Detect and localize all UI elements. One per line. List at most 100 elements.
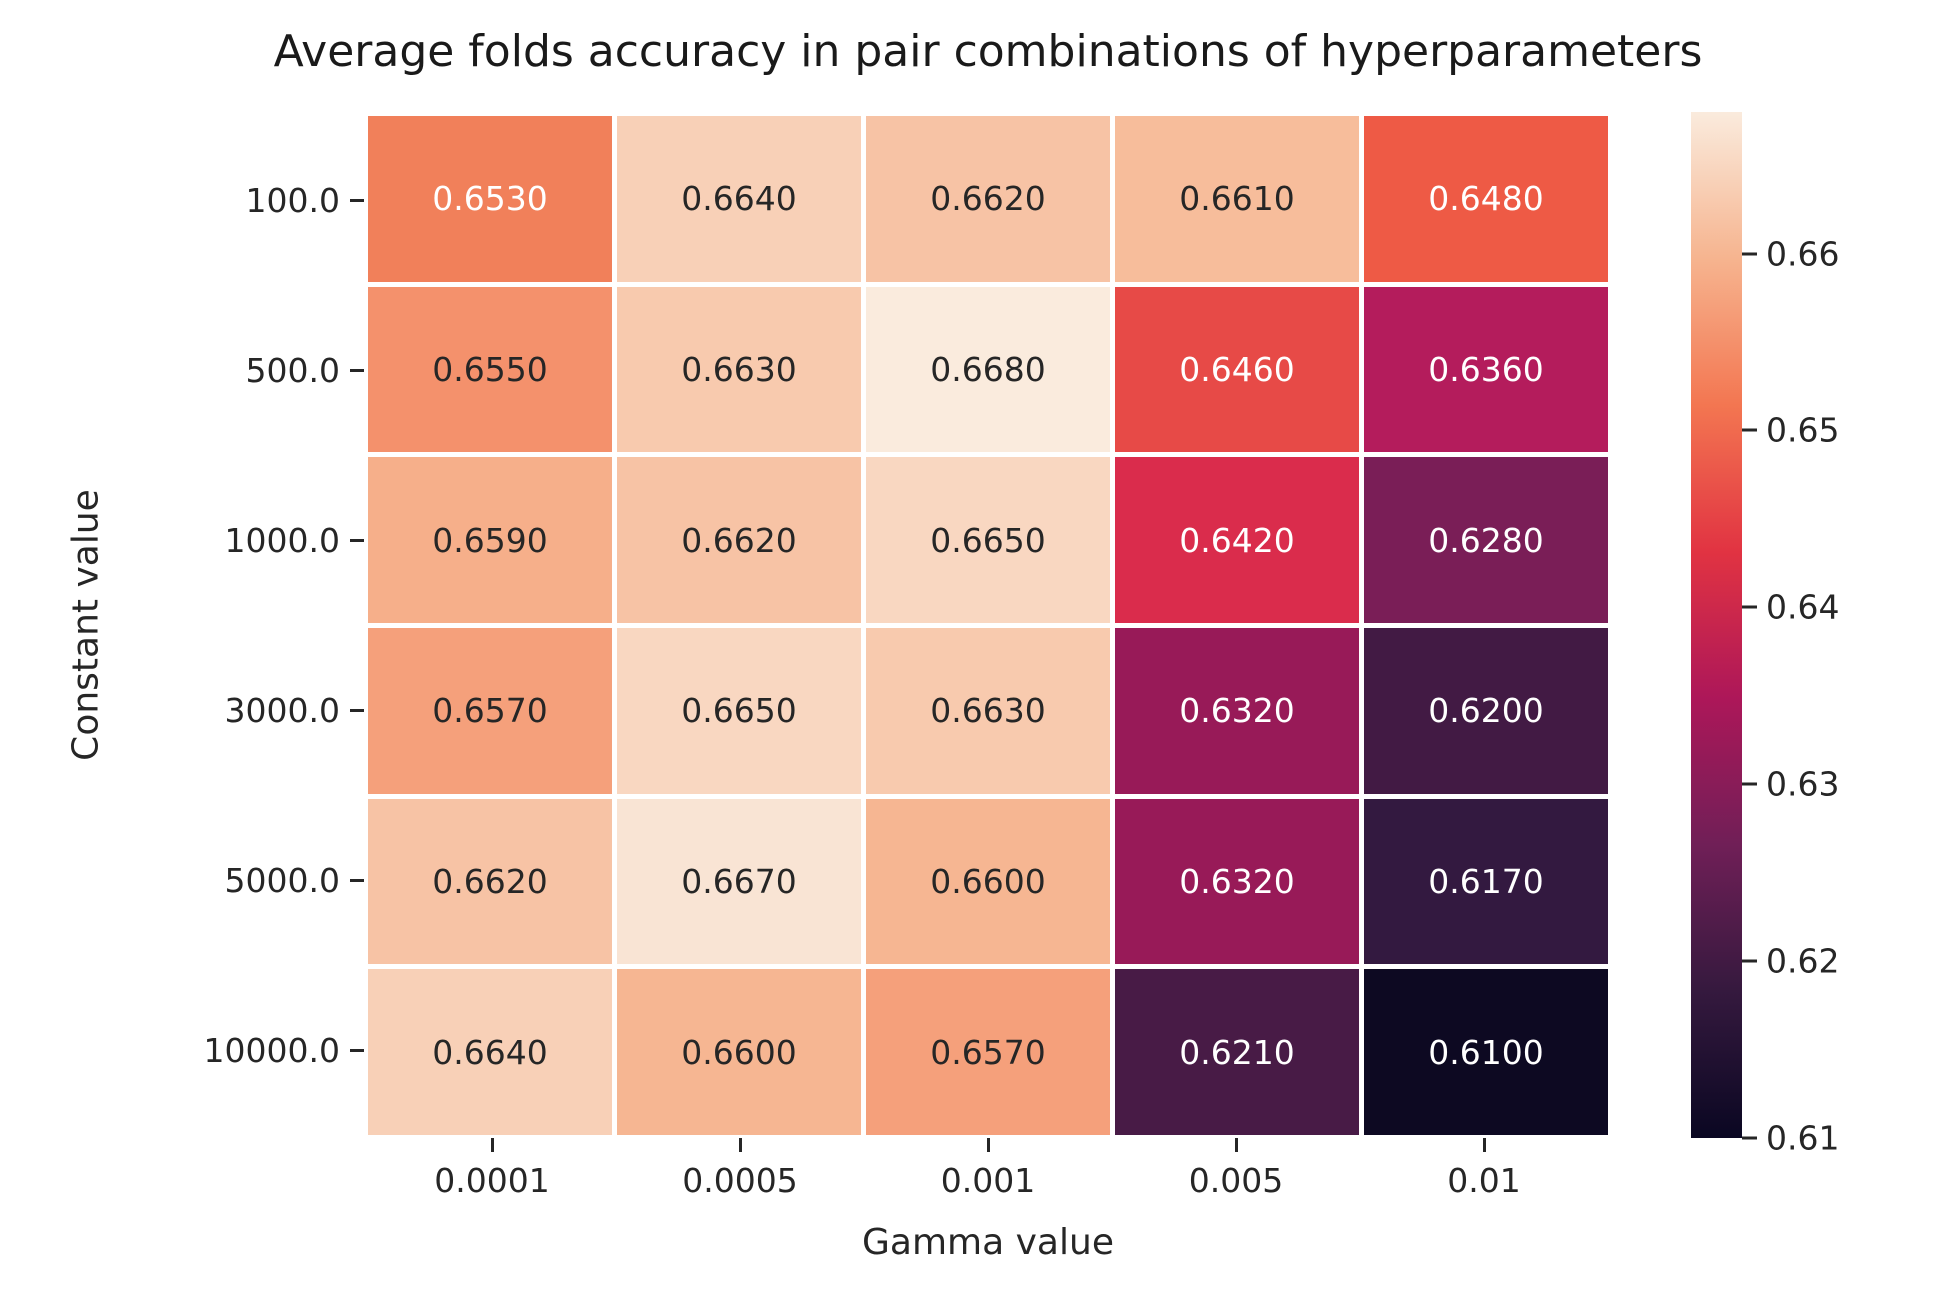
heatmap-cell: 0.6100 [1364,969,1608,1135]
y-tick: 10000.0 [0,965,364,1135]
heatmap-cell: 0.6360 [1364,286,1608,453]
colorbar-tick-label: 0.66 [1766,234,1840,274]
colorbar-tick-mark [1742,605,1757,609]
colorbar-tick: 0.64 [1742,588,1839,627]
colorbar-tick: 0.63 [1742,765,1839,804]
heatmap-cell: 0.6590 [368,457,612,623]
y-tick-mark [350,369,364,373]
cell-value: 0.6620 [930,179,1046,219]
cell-value: 0.6620 [681,520,797,560]
heatmap-cell: 0.6570 [866,969,1110,1135]
heatmap-cell: 0.6620 [368,798,612,965]
colorbar-tick-label: 0.61 [1766,1118,1840,1158]
colorbar-tick-label: 0.64 [1766,587,1840,627]
y-tick-label: 10000.0 [203,1030,340,1070]
cell-value: 0.6360 [1428,349,1544,389]
y-tick-label: 1000.0 [224,521,340,561]
x-tick: 0.0005 [616,1138,864,1200]
heatmap-cell: 0.6480 [1364,116,1608,282]
cell-value: 0.6420 [1179,520,1295,560]
x-tick-label: 0.0005 [682,1161,798,1200]
cell-value: 0.6650 [930,520,1046,560]
x-tick: 0.001 [864,1138,1112,1200]
y-tick-mark [350,199,364,203]
x-tick: 0.01 [1360,1138,1608,1200]
cell-value: 0.6570 [432,691,548,731]
x-tick-label: 0.0001 [434,1161,550,1200]
heatmap-cell: 0.6650 [617,628,861,794]
heatmap-grid: 0.6530 0.6640 0.6620 0.6610 0.6480 0.6550 0.66… [368,116,1608,1135]
cell-value: 0.6570 [930,1032,1046,1072]
colorbar-tick: 0.65 [1742,411,1839,450]
y-tick-mark [350,708,364,712]
heatmap-cell: 0.6670 [617,798,861,965]
heatmap-cell: 0.6650 [866,457,1110,623]
cell-value: 0.6630 [930,691,1046,731]
cell-value: 0.6200 [1428,691,1544,731]
heatmap-cell: 0.6640 [617,116,861,282]
x-tick-mark [986,1138,990,1152]
cell-value: 0.6630 [681,349,797,389]
colorbar-tick-mark [1742,782,1757,786]
x-tick-label: 0.005 [1188,1161,1284,1200]
x-tick-label: 0.01 [1447,1161,1521,1200]
colorbar-tick-mark [1742,959,1757,963]
cell-value: 0.6320 [1179,691,1295,731]
cell-value: 0.6610 [1179,179,1295,219]
heatmap-cell: 0.6460 [1115,286,1359,453]
cell-value: 0.6600 [930,861,1046,901]
cell-value: 0.6550 [432,349,548,389]
y-tick-label: 100.0 [245,181,340,221]
cell-value: 0.6460 [1179,349,1295,389]
heatmap-cell: 0.6600 [866,798,1110,965]
heatmap-cell: 0.6320 [1115,798,1359,965]
heatmap-cell: 0.6550 [368,286,612,453]
cell-value: 0.6480 [1428,179,1544,219]
cell-value: 0.6100 [1428,1032,1544,1072]
y-tick-mark [350,539,364,543]
heatmap-cell: 0.6630 [617,286,861,453]
cell-value: 0.6280 [1428,520,1544,560]
colorbar-tick: 0.66 [1742,234,1839,273]
colorbar-tick-mark [1742,1136,1757,1140]
y-tick: 3000.0 [0,625,364,795]
y-axis-ticks: 100.0 500.0 1000.0 3000.0 5000.0 10000.0 [0,116,364,1135]
cell-value: 0.6680 [930,349,1046,389]
colorbar-gradient [1691,112,1742,1138]
heatmap-cell: 0.6620 [866,116,1110,282]
y-tick: 5000.0 [0,795,364,965]
heatmap-cell: 0.6320 [1115,628,1359,794]
colorbar-tick-label: 0.65 [1766,410,1840,450]
cell-value: 0.6640 [432,1032,548,1072]
cell-value: 0.6590 [432,520,548,560]
cell-value: 0.6530 [432,179,548,219]
cell-value: 0.6670 [681,861,797,901]
cell-value: 0.6640 [681,179,797,219]
cell-value: 0.6170 [1428,861,1544,901]
y-tick: 1000.0 [0,456,364,626]
y-tick-mark [350,878,364,882]
colorbar-ticks: 0.66 0.65 0.64 0.63 0.62 0.61 [1742,112,1938,1158]
y-tick: 500.0 [0,286,364,456]
y-tick-label: 3000.0 [224,690,340,730]
x-axis-ticks: 0.0001 0.0005 0.001 0.005 0.01 [368,1138,1608,1200]
heatmap-cell: 0.6420 [1115,457,1359,623]
colorbar-tick-mark [1742,428,1757,432]
x-tick: 0.005 [1112,1138,1360,1200]
heatmap-cell: 0.6630 [866,628,1110,794]
cell-value: 0.6600 [681,1032,797,1072]
heatmap-cell: 0.6680 [866,286,1110,453]
colorbar-tick: 0.61 [1742,1119,1839,1158]
x-tick-mark [1482,1138,1486,1152]
y-tick-label: 5000.0 [224,860,340,900]
x-tick: 0.0001 [368,1138,616,1200]
cell-value: 0.6210 [1179,1032,1295,1072]
colorbar-tick: 0.62 [1742,942,1839,981]
heatmap-cell: 0.6610 [1115,116,1359,282]
heatmap-cell: 0.6620 [617,457,861,623]
x-tick-mark [490,1138,494,1152]
heatmap-cell: 0.6200 [1364,628,1608,794]
y-tick-label: 500.0 [245,351,340,391]
heatmap-cell: 0.6640 [368,969,612,1135]
